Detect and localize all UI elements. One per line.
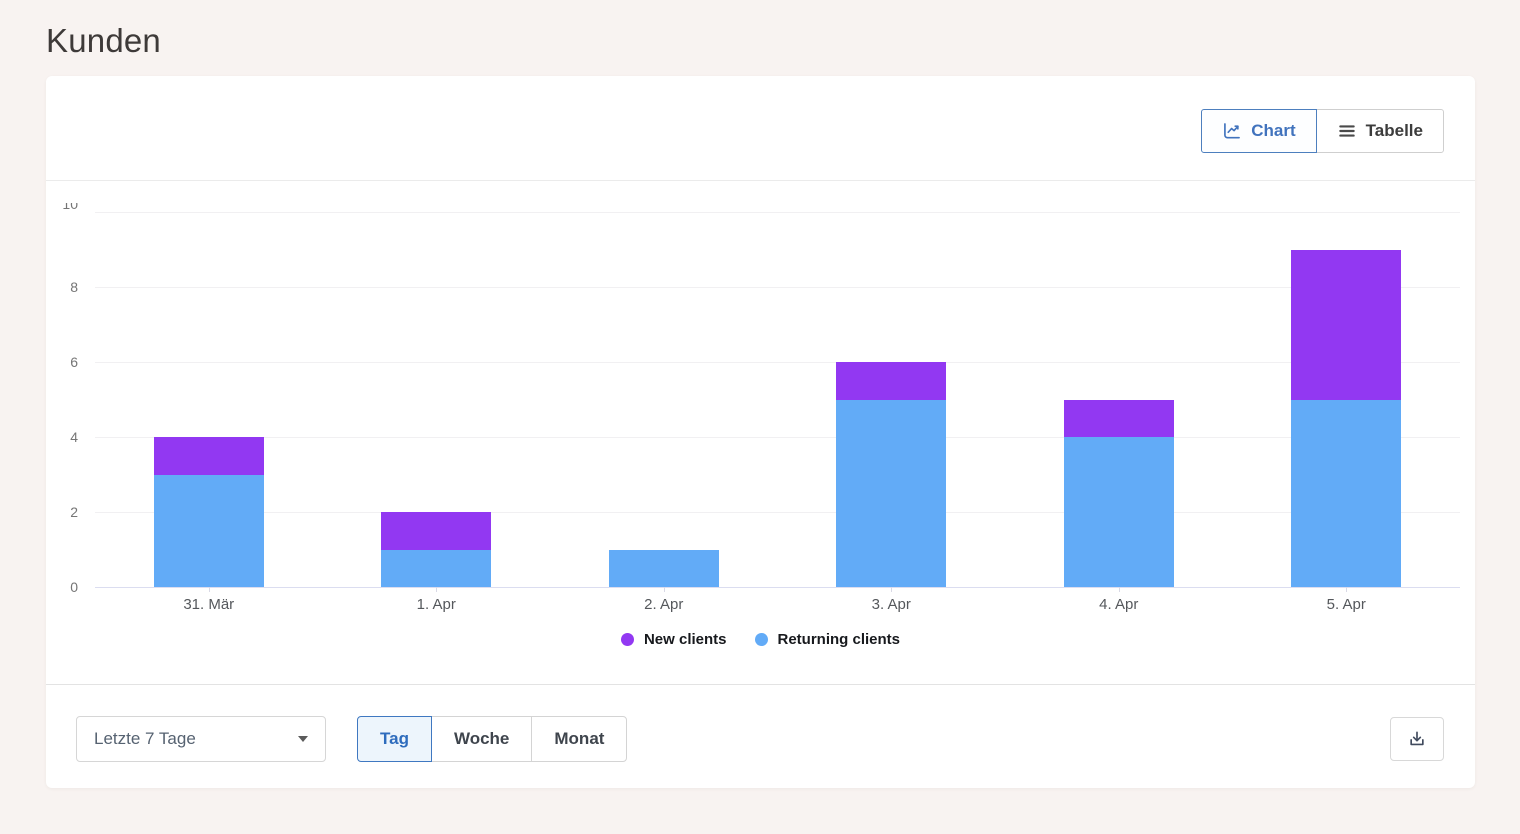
bar-segment-new-clients[interactable] [153, 437, 264, 475]
granularity-monat[interactable]: Monat [531, 716, 628, 762]
bar-segment-returning-clients[interactable] [153, 474, 264, 587]
view-toggle-tabelle[interactable]: Tabelle [1315, 109, 1444, 153]
x-axis-tick [208, 587, 210, 592]
legend-item-returning-clients[interactable]: Returning clients [754, 631, 901, 648]
bar-segment-returning-clients[interactable] [1063, 437, 1174, 587]
page-title: Kunden [46, 22, 161, 59]
bar-segment-new-clients[interactable] [836, 362, 947, 400]
y-axis-label: 4 [70, 429, 78, 445]
y-axis-label: 8 [70, 279, 78, 295]
x-axis-line [95, 587, 1460, 588]
table-rows-icon [1337, 121, 1357, 141]
x-axis-label: 4. Apr [1099, 596, 1139, 613]
bar-segment-returning-clients[interactable] [381, 549, 492, 587]
view-toggle-label: Tabelle [1365, 121, 1423, 140]
granularity-woche[interactable]: Woche [430, 716, 533, 762]
bar-segment-returning-clients[interactable] [608, 549, 719, 587]
view-toggle-chart[interactable]: Chart [1201, 109, 1317, 153]
legend-dot-returning-clients [754, 633, 768, 646]
y-axis-label: 2 [70, 504, 78, 520]
download-button[interactable] [1390, 717, 1444, 761]
card-header: Chart Tabelle [46, 76, 1475, 181]
legend-label: Returning clients [777, 631, 901, 648]
chart-line-icon [1222, 121, 1242, 141]
bar-segment-returning-clients[interactable] [836, 399, 947, 587]
x-axis-tick [436, 587, 438, 592]
gridline [95, 437, 1460, 438]
legend-label: New clients [643, 631, 727, 648]
bar-segment-new-clients[interactable] [1291, 249, 1402, 400]
y-axis-label: 10 [62, 203, 78, 212]
date-range-value: Letzte 7 Tage [94, 729, 196, 748]
kunden-widget-card: Chart Tabelle 0 2 4 6 8 10 31. Mär 1. Apr 2. Apr 3… [46, 76, 1475, 788]
x-axis-label: 5. Apr [1326, 596, 1366, 613]
card-footer: Letzte 7 Tage Tag Woche Monat [46, 684, 1475, 788]
bar-segment-returning-clients[interactable] [1291, 399, 1402, 587]
x-axis-tick [663, 587, 665, 592]
x-axis-tick [1346, 587, 1348, 592]
date-range-select[interactable]: Letzte 7 Tage [76, 716, 326, 762]
bar-segment-new-clients[interactable] [381, 512, 492, 550]
gridline [95, 512, 1460, 513]
x-axis-tick [1118, 587, 1120, 592]
gridline [95, 287, 1460, 288]
view-toggle: Chart Tabelle [1201, 109, 1444, 153]
chevron-down-icon [298, 736, 308, 742]
bar-segment-new-clients[interactable] [1063, 399, 1174, 437]
granularity-tag[interactable]: Tag [357, 716, 432, 762]
y-axis-label: 0 [70, 579, 78, 595]
granularity-toggle: Tag Woche Monat [357, 716, 628, 762]
legend-dot-new-clients [620, 633, 634, 646]
y-axis-label: 6 [70, 354, 78, 370]
x-axis-tick [891, 587, 893, 592]
legend-item-new-clients[interactable]: New clients [620, 631, 727, 648]
gridline [95, 212, 1460, 213]
download-icon [1410, 731, 1424, 746]
chart-legend: New clients Returning clients [46, 631, 1475, 648]
gridline [95, 362, 1460, 363]
x-axis-label: 31. Mär [183, 596, 235, 613]
x-axis-label: 3. Apr [871, 596, 911, 613]
view-toggle-label: Chart [1251, 121, 1296, 140]
x-axis-label: 2. Apr [644, 596, 684, 613]
x-axis-label: 1. Apr [416, 596, 456, 613]
clients-stacked-bar-chart: 0 2 4 6 8 10 31. Mär 1. Apr 2. Apr 3. Apr 4. Apr 5.… [46, 181, 1475, 684]
